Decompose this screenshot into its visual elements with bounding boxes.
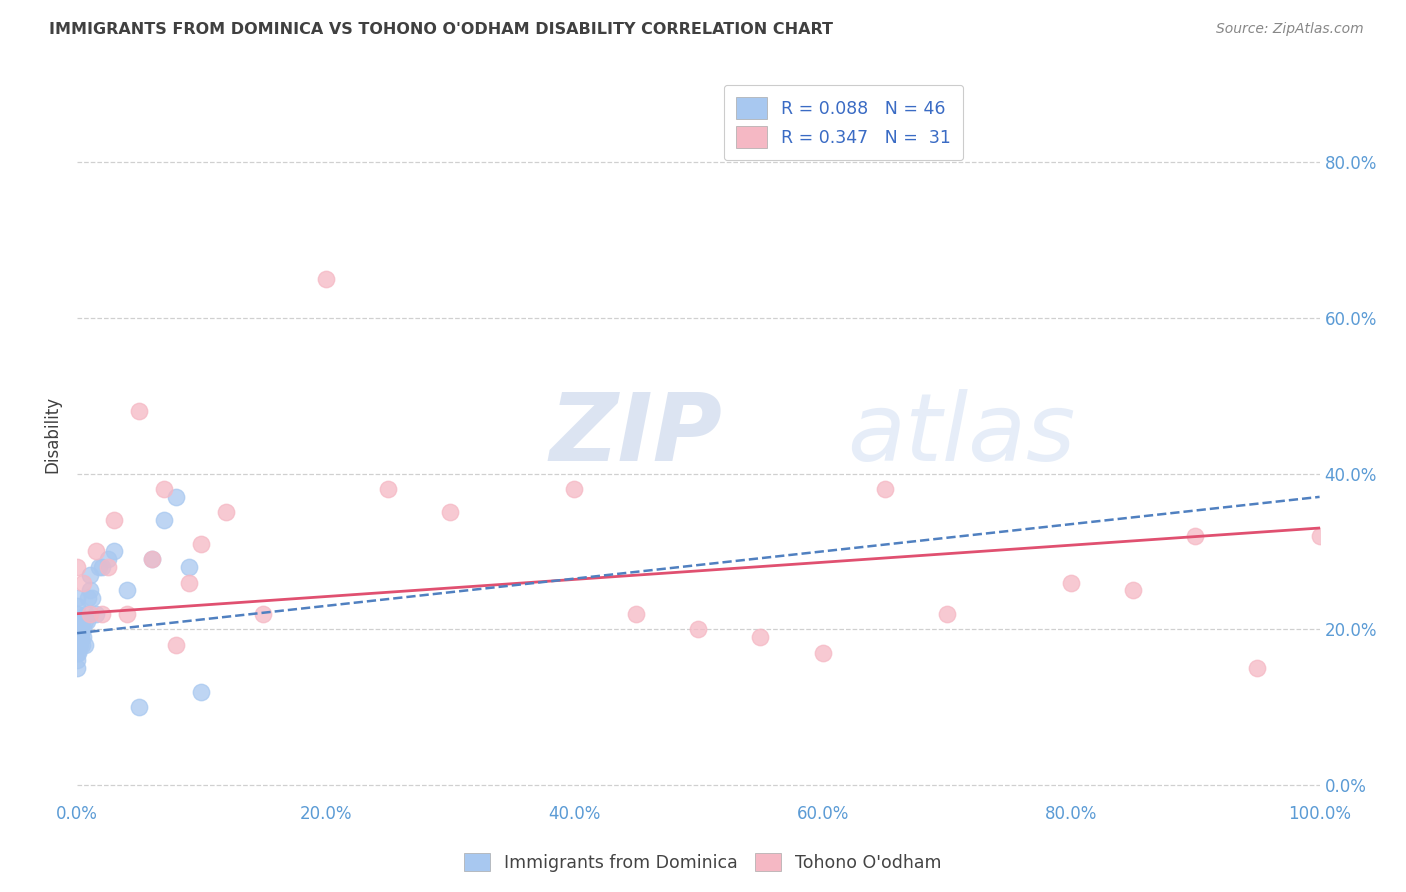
Point (70, 638, 93, 652)
Point (66, 599, 89, 613)
Point (66, 630, 89, 644)
Point (97, 560, 120, 574)
Point (115, 583, 138, 598)
Legend: R = 0.088   N = 46, R = 0.347   N =  31: R = 0.088 N = 46, R = 0.347 N = 31 (724, 85, 963, 161)
Point (66, 607, 89, 621)
Point (79, 583, 101, 598)
Point (91, 607, 114, 621)
Point (66, 560, 89, 574)
Point (624, 607, 647, 621)
Point (79, 567, 101, 582)
Point (166, 490, 188, 504)
Point (66, 615, 89, 629)
Point (84, 607, 107, 621)
Point (66, 653, 89, 667)
Point (141, 552, 163, 566)
Point (811, 646, 834, 660)
Point (215, 505, 238, 519)
Point (749, 630, 772, 644)
Point (67, 638, 90, 652)
Text: Source: ZipAtlas.com: Source: ZipAtlas.com (1216, 22, 1364, 37)
Point (67, 630, 90, 644)
Point (69, 630, 91, 644)
Point (69, 615, 91, 629)
Point (66, 591, 89, 606)
Point (153, 482, 176, 496)
Point (377, 482, 399, 496)
Point (177, 560, 200, 574)
Point (128, 700, 150, 714)
Point (103, 513, 125, 527)
Point (141, 552, 163, 566)
Point (72, 575, 94, 590)
Point (153, 513, 176, 527)
Point (84, 544, 107, 558)
Point (103, 544, 125, 558)
Point (69, 615, 91, 629)
Point (1060, 575, 1083, 590)
Point (80, 591, 103, 606)
Point (97, 552, 120, 566)
Point (190, 536, 212, 550)
Point (73, 638, 96, 652)
Point (72, 622, 94, 636)
Point (1246, 661, 1268, 675)
Point (69, 630, 91, 644)
Point (115, 607, 138, 621)
Point (91, 560, 114, 574)
Text: ZIP: ZIP (550, 389, 723, 481)
Point (177, 575, 200, 590)
Point (75, 607, 97, 621)
Point (1184, 529, 1206, 543)
Point (1309, 529, 1331, 543)
Point (128, 404, 150, 418)
Point (166, 638, 188, 652)
Point (66, 661, 89, 675)
Point (69, 638, 91, 652)
Point (69, 622, 91, 636)
Point (73, 615, 96, 629)
Point (66, 646, 89, 660)
Point (69, 622, 91, 636)
Point (562, 482, 585, 496)
Point (72, 630, 94, 644)
Point (190, 684, 212, 698)
Point (67, 615, 90, 629)
Point (1122, 583, 1144, 598)
Point (77, 591, 100, 606)
Point (89, 560, 111, 574)
Text: atlas: atlas (848, 389, 1076, 480)
Point (67, 622, 90, 636)
Point (66, 638, 89, 652)
Point (439, 505, 461, 519)
Point (935, 607, 957, 621)
Point (252, 607, 274, 621)
Text: IMMIGRANTS FROM DOMINICA VS TOHONO O'ODHAM DISABILITY CORRELATION CHART: IMMIGRANTS FROM DOMINICA VS TOHONO O'ODH… (49, 22, 834, 37)
Y-axis label: Disability: Disability (44, 396, 60, 473)
Point (67, 646, 90, 660)
Point (66, 622, 89, 636)
Point (315, 272, 337, 286)
Point (688, 622, 710, 636)
Point (873, 482, 896, 496)
Point (70, 615, 93, 629)
Legend: Immigrants from Dominica, Tohono O'odham: Immigrants from Dominica, Tohono O'odham (457, 847, 949, 879)
Point (79, 607, 101, 621)
Point (76, 615, 98, 629)
